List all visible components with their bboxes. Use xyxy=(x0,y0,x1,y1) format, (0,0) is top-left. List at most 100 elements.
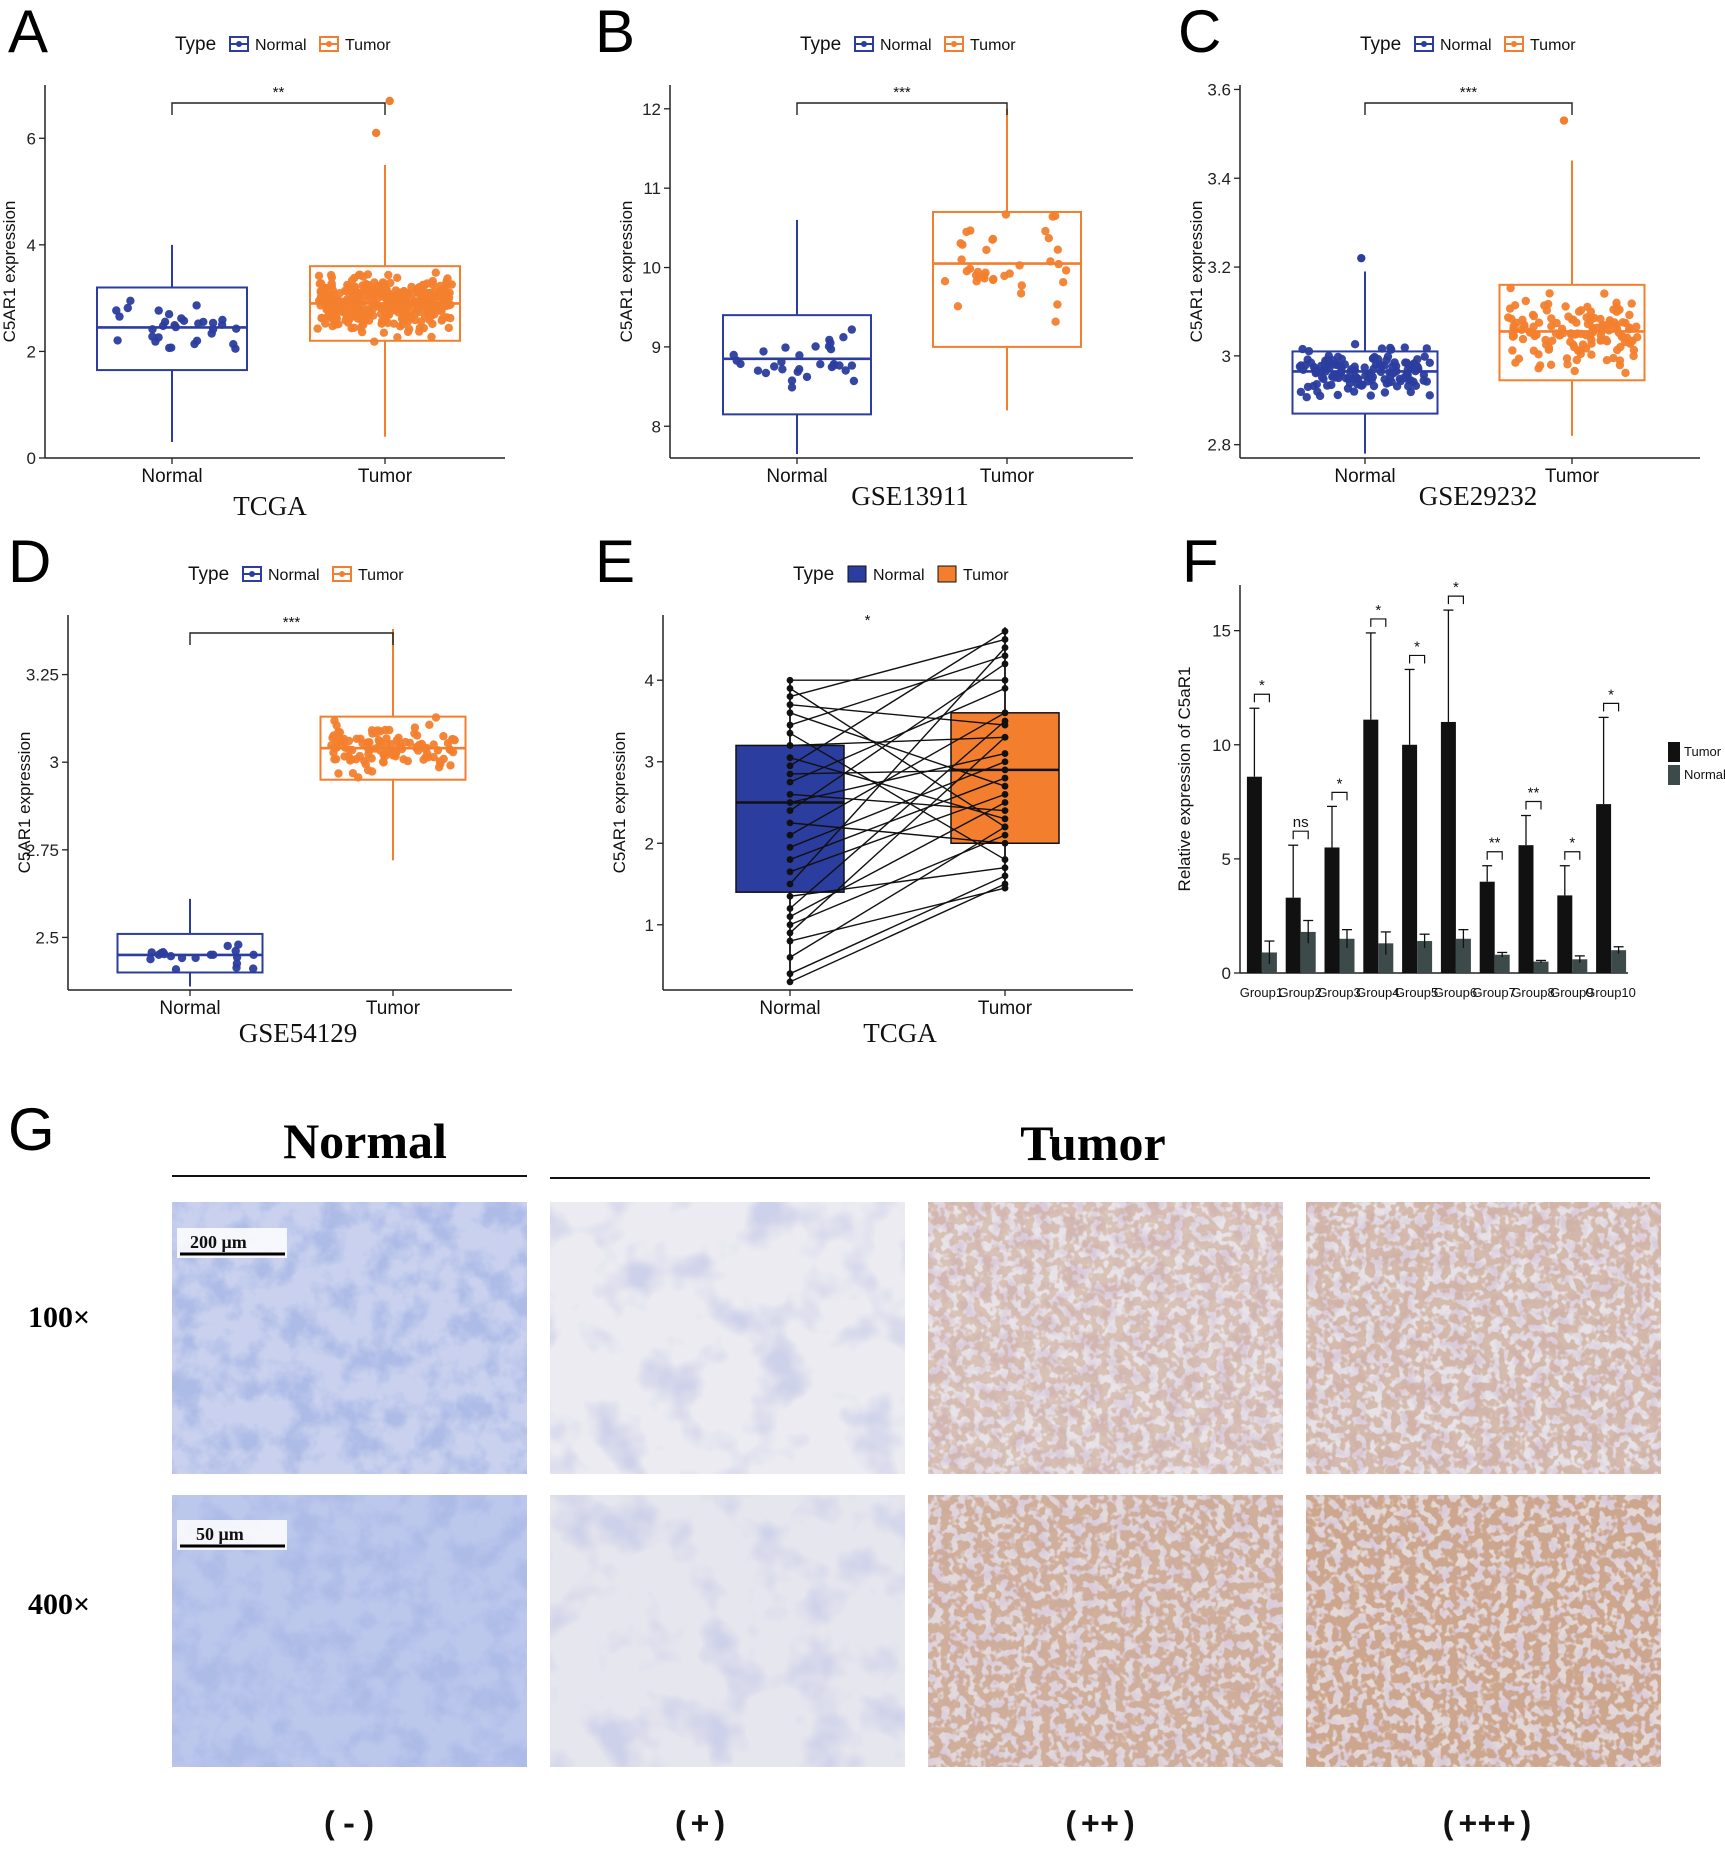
pair-point-normal xyxy=(786,819,794,827)
data-point xyxy=(787,376,797,385)
y-axis-label: C5AR1 expression xyxy=(15,732,34,874)
significance-bracket xyxy=(1525,800,1542,810)
data-point xyxy=(232,959,242,968)
bar-normal xyxy=(1494,954,1510,973)
chart-panel-d: 2.5 2.75 3 3.25 C5AR1 expression Type Normal Tu… xyxy=(15,564,512,1048)
data-point xyxy=(218,315,227,325)
legend-title: Type xyxy=(800,34,841,55)
data-point xyxy=(1402,358,1412,367)
pair-point-normal xyxy=(786,843,794,851)
pair-point-normal xyxy=(786,953,794,961)
data-point xyxy=(1333,390,1343,400)
x-tick-label: Group9 xyxy=(1550,985,1593,1000)
data-point xyxy=(167,343,176,352)
legend-title: Type xyxy=(188,564,229,585)
panel-letter-c: C xyxy=(1178,0,1221,65)
x-tick-label: Group4 xyxy=(1356,985,1399,1000)
micrograph-tumor-plus2-400x xyxy=(928,1495,1283,1767)
data-point xyxy=(770,362,779,371)
pair-point-tumor xyxy=(1001,709,1009,717)
significance-label: ns xyxy=(1293,814,1309,831)
data-point xyxy=(1354,374,1363,384)
data-point xyxy=(1382,379,1391,388)
pair-point-tumor xyxy=(1001,627,1009,635)
panel-letter-e: E xyxy=(595,528,635,595)
legend-label-normal: Normal xyxy=(1684,767,1725,782)
bar-tumor xyxy=(1440,721,1456,973)
pair-point-normal xyxy=(786,676,794,684)
x-tick-label: Normal xyxy=(759,998,820,1019)
x-tick-label: Group7 xyxy=(1473,985,1516,1000)
data-point xyxy=(1392,382,1402,391)
data-point xyxy=(989,274,998,284)
data-point xyxy=(1323,381,1332,390)
pair-point-normal xyxy=(786,921,794,929)
panel-letter-d: D xyxy=(8,528,51,595)
data-point xyxy=(940,277,950,286)
data-point xyxy=(1615,360,1625,370)
data-point xyxy=(421,312,430,321)
bar-normal xyxy=(1417,941,1433,973)
pair-line xyxy=(789,720,1006,910)
significance-label: * xyxy=(1569,835,1575,852)
dataset-label: TCGA xyxy=(863,1018,937,1048)
data-point xyxy=(1542,306,1552,315)
significance-bracket xyxy=(1331,791,1348,801)
x-tick-label: Group10 xyxy=(1585,985,1636,1000)
y-tick-label: 6 xyxy=(27,129,36,148)
pair-point-tumor xyxy=(1001,831,1009,839)
pair-point-normal xyxy=(786,721,794,729)
legend-swatch-tumor xyxy=(1668,742,1680,762)
bar-tumor xyxy=(1557,895,1573,973)
data-point xyxy=(1508,332,1518,341)
data-point xyxy=(375,737,384,746)
dataset-label: GSE13911 xyxy=(851,481,969,511)
legend-swatch-dot-normal xyxy=(861,41,867,47)
data-point xyxy=(1368,354,1378,363)
y-tick-label: 2.75 xyxy=(26,841,59,860)
significance-label: *** xyxy=(1460,84,1478,101)
significance-label: * xyxy=(1337,775,1343,792)
y-tick-label: 10 xyxy=(1212,736,1231,755)
data-point xyxy=(972,277,981,286)
data-point xyxy=(795,365,804,374)
outlier-point xyxy=(371,128,381,138)
pair-point-normal xyxy=(786,892,794,900)
data-point xyxy=(339,737,348,747)
data-point xyxy=(1576,346,1585,355)
pair-line xyxy=(789,663,1006,812)
pair-point-normal xyxy=(786,880,794,888)
data-point xyxy=(1600,289,1609,298)
data-point xyxy=(826,338,835,348)
data-point xyxy=(1315,391,1325,401)
data-point xyxy=(1572,355,1582,365)
legend-swatch-dot-normal xyxy=(249,571,255,577)
y-tick-label: 2.5 xyxy=(35,928,59,947)
data-point xyxy=(1017,281,1026,290)
x-tick-label: Group5 xyxy=(1395,985,1438,1000)
data-point xyxy=(1621,318,1630,328)
data-point xyxy=(399,755,408,764)
pair-point-normal xyxy=(786,856,794,863)
dataset-label: GSE54129 xyxy=(239,1018,358,1048)
legend-title: Type xyxy=(1360,34,1401,55)
pair-line xyxy=(789,834,1006,926)
data-point xyxy=(406,313,416,323)
data-point xyxy=(841,366,850,375)
legend-label-tumor: Tumor xyxy=(358,567,404,584)
bar-normal xyxy=(1455,938,1471,973)
pair-point-tumor xyxy=(1001,636,1009,643)
data-point xyxy=(1366,391,1376,400)
data-point xyxy=(1296,387,1306,397)
x-tick-label: Tumor xyxy=(366,998,421,1019)
pair-point-tumor xyxy=(1001,721,1009,729)
data-point xyxy=(849,376,859,386)
data-point xyxy=(1350,340,1360,349)
pair-point-normal xyxy=(786,970,794,978)
pair-line xyxy=(789,761,1006,848)
data-point xyxy=(367,767,377,776)
data-point xyxy=(1534,318,1544,327)
data-point xyxy=(329,731,338,740)
pair-point-normal xyxy=(786,770,794,778)
